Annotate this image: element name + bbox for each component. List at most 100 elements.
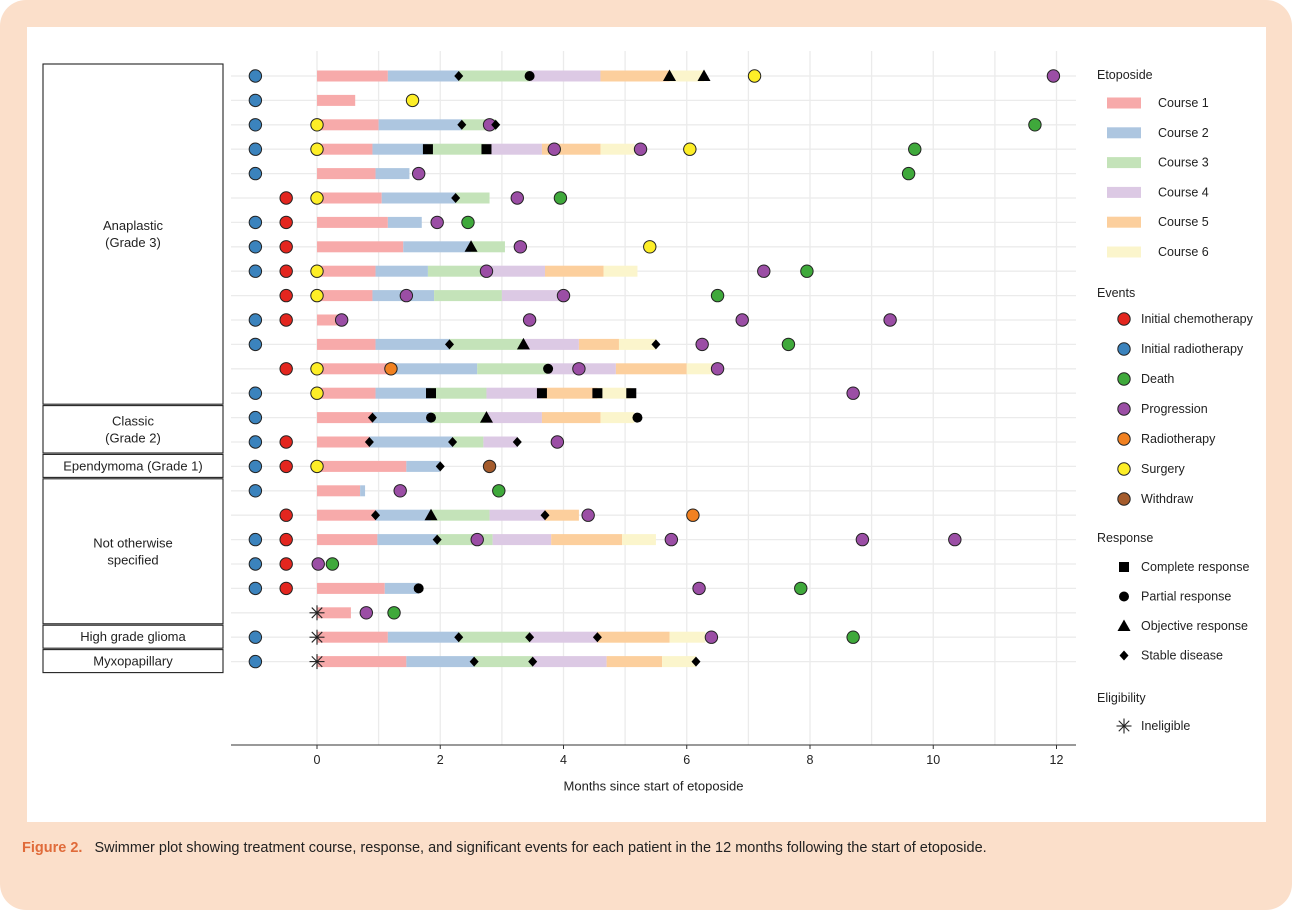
course-bar bbox=[578, 338, 619, 350]
response-complete-marker bbox=[422, 144, 433, 155]
course-bar bbox=[317, 582, 385, 594]
surgery-event-marker bbox=[643, 240, 657, 254]
initial-chemotherapy-marker bbox=[279, 532, 293, 547]
response-stable-marker bbox=[512, 437, 522, 447]
radiotherapy-event-marker bbox=[384, 362, 398, 376]
initial-chemotherapy-marker bbox=[279, 191, 293, 205]
group-box bbox=[42, 478, 224, 625]
course-bar bbox=[477, 363, 549, 375]
initial-chemotherapy-marker bbox=[279, 362, 293, 376]
death-event-marker bbox=[461, 215, 475, 230]
course-bar bbox=[615, 363, 687, 375]
caption-text: Swimmer plot showing treatment course, r… bbox=[94, 840, 987, 856]
legend-course-label: Course 6 bbox=[1158, 245, 1209, 259]
patient-row bbox=[248, 581, 808, 596]
legend-ineligible-marker bbox=[1116, 718, 1132, 734]
course-bar bbox=[431, 509, 490, 521]
legend-course-label: Course 1 bbox=[1158, 96, 1209, 110]
progression-event-marker bbox=[757, 264, 771, 278]
progression-event-marker bbox=[550, 435, 565, 449]
progression-event-marker bbox=[581, 508, 595, 522]
response-stable-marker bbox=[592, 632, 602, 643]
response-partial-marker bbox=[413, 583, 424, 594]
course-bar bbox=[483, 436, 518, 448]
group-label: specified bbox=[107, 552, 158, 567]
course-bar bbox=[600, 143, 635, 155]
course-bar bbox=[317, 485, 361, 497]
group-label: Myxopapillary bbox=[93, 654, 173, 669]
initial-radiotherapy-marker bbox=[248, 69, 263, 83]
response-complete-marker bbox=[626, 388, 637, 399]
legend-course-label: Course 2 bbox=[1158, 126, 1209, 140]
patient-row bbox=[248, 629, 860, 645]
course-bar bbox=[387, 631, 459, 643]
withdraw-event-marker bbox=[482, 459, 497, 474]
course-bar bbox=[597, 387, 632, 399]
death-event-marker bbox=[846, 630, 860, 644]
legend-course-label: Course 3 bbox=[1158, 156, 1209, 170]
course-bar bbox=[317, 412, 373, 424]
course-bar bbox=[317, 168, 376, 180]
response-stable-marker bbox=[448, 437, 458, 447]
surgery-event-marker bbox=[747, 69, 762, 83]
patient-row bbox=[248, 240, 657, 254]
surgery-event-marker bbox=[310, 142, 324, 156]
progression-event-marker bbox=[855, 532, 870, 547]
initial-radiotherapy-marker bbox=[248, 459, 263, 474]
response-objective-marker bbox=[479, 411, 493, 423]
group-label: Anaplastic bbox=[103, 218, 163, 233]
patient-row bbox=[309, 605, 401, 621]
course-bar bbox=[455, 192, 490, 204]
response-complete-marker bbox=[481, 144, 492, 155]
legend-title-eligibility: Eligibility bbox=[1097, 691, 1146, 705]
patient-row bbox=[248, 215, 475, 230]
surgery-event-marker bbox=[310, 362, 324, 376]
surgery-event-marker bbox=[405, 93, 420, 108]
surgery-event-marker bbox=[310, 288, 324, 303]
legend: Etoposide Course 1 Course 2 Course 3 Course … bbox=[1097, 68, 1254, 734]
legend-initial_chemotherapy-marker bbox=[1117, 312, 1131, 326]
course-bar bbox=[669, 70, 705, 82]
group-box bbox=[42, 405, 224, 454]
patient-row bbox=[248, 557, 340, 571]
legend-progression-marker bbox=[1117, 402, 1131, 416]
patient-row bbox=[248, 166, 916, 181]
course-bar bbox=[486, 265, 546, 277]
response-stable-marker bbox=[528, 656, 538, 667]
progression-event-marker bbox=[359, 606, 373, 620]
course-bar bbox=[406, 460, 441, 472]
course-bar bbox=[372, 143, 428, 155]
group-label: Ependymoma (Grade 1) bbox=[63, 458, 202, 473]
initial-chemotherapy-marker bbox=[279, 240, 293, 254]
x-tick-label: 10 bbox=[926, 753, 940, 767]
progression-event-marker bbox=[411, 166, 426, 181]
progression-event-marker bbox=[479, 264, 494, 278]
death-event-marker bbox=[800, 264, 814, 278]
course-bar bbox=[486, 387, 542, 399]
legend-course-swatch bbox=[1107, 186, 1141, 198]
initial-radiotherapy-marker bbox=[248, 142, 263, 156]
patient-row bbox=[248, 484, 506, 498]
course-bar bbox=[529, 631, 598, 643]
group-labels: Anaplastic (Grade 3) Classic (Grade 2) Epend… bbox=[42, 63, 224, 674]
surgery-event-marker bbox=[310, 459, 324, 474]
progression-event-marker bbox=[470, 532, 484, 547]
surgery-event-marker bbox=[310, 264, 324, 278]
initial-chemotherapy-marker bbox=[279, 215, 293, 230]
patient-row bbox=[248, 313, 897, 327]
progression-event-marker bbox=[664, 532, 679, 547]
initial-radiotherapy-marker bbox=[248, 410, 263, 425]
legend-response-label: Complete response bbox=[1141, 560, 1249, 574]
course-bar bbox=[532, 656, 607, 668]
group-label: (Grade 2) bbox=[105, 430, 161, 445]
course-bar bbox=[662, 656, 696, 668]
surgery-event-marker bbox=[310, 386, 324, 400]
course-bar bbox=[406, 656, 475, 668]
legend-withdraw-marker bbox=[1117, 492, 1131, 506]
death-event-marker bbox=[325, 557, 340, 571]
course-bar bbox=[431, 387, 487, 399]
course-bar bbox=[375, 509, 432, 521]
patient-row bbox=[248, 93, 420, 108]
course-bar bbox=[427, 143, 487, 155]
